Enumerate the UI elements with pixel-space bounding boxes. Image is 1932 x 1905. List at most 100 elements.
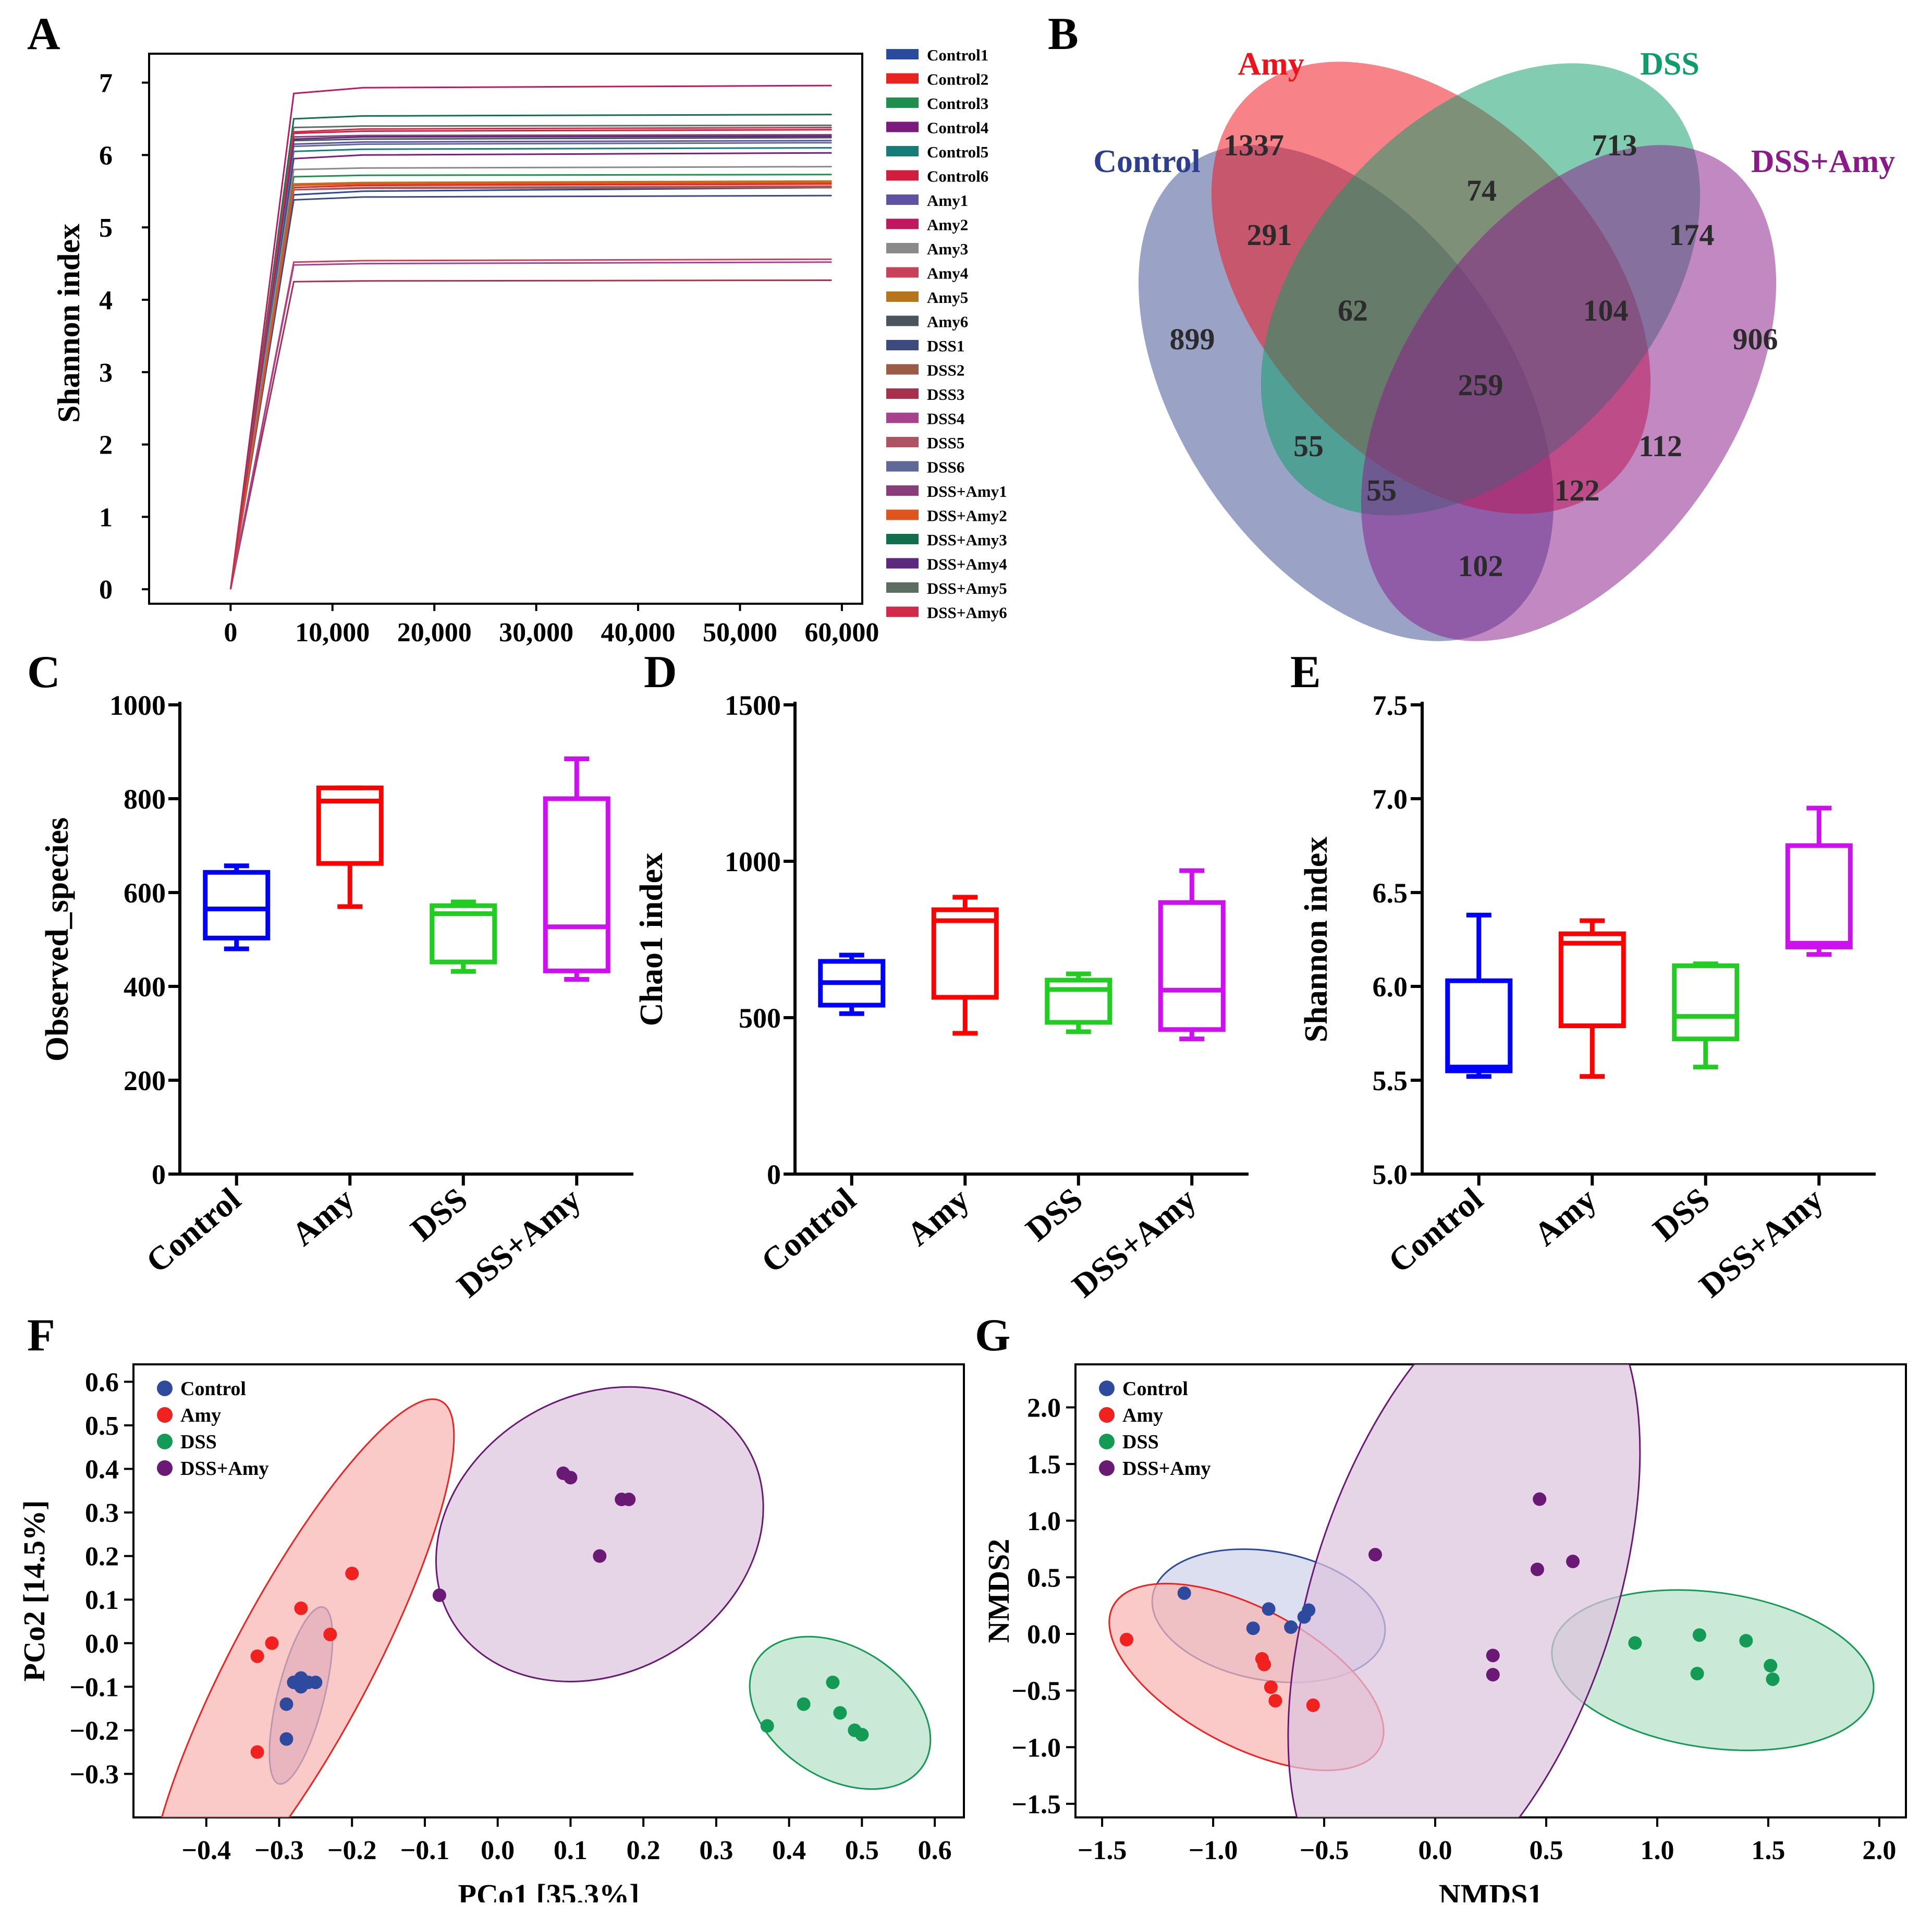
- panel-g-x-tick-label: −0.5: [1300, 1836, 1349, 1865]
- panel-f-x-tick-label: 0.3: [699, 1836, 733, 1865]
- panel-c-y-tick-label: 1000: [109, 690, 166, 721]
- panel-a-line-dss-plus-amy1: [229, 134, 832, 590]
- panel-c-box-dss-plus-amy: [543, 796, 610, 973]
- panel-d-y-tick-label: 0: [767, 1159, 781, 1190]
- panel-a-line-amy4: [229, 258, 832, 590]
- panel-label-d: D: [644, 647, 677, 698]
- panel-f-point-control: [279, 1732, 294, 1746]
- panel-f-x-tick-label: −0.2: [327, 1836, 377, 1865]
- panel-f-x-tick-label: 0.0: [481, 1836, 515, 1865]
- panel-f-x-tick-label: −0.3: [254, 1836, 304, 1865]
- panel-e-x-category-label: Control: [1381, 1180, 1490, 1280]
- panel-f-point-amy: [345, 1567, 359, 1581]
- panel-d-y-tick-label: 1000: [725, 846, 781, 877]
- panel-a-legend-swatch-dss-plus-amy1: [886, 485, 919, 496]
- panel-a-legend-label-dss-plus-amy1: DSS+Amy1: [927, 482, 1007, 500]
- panel-f-plot-area: [147, 1386, 932, 1817]
- panel-e-box-control: [1445, 978, 1513, 1073]
- panel-a-legend-label-dss5: DSS5: [927, 434, 964, 452]
- panel-b-region-value: 259: [1458, 368, 1503, 402]
- panel-a-y-tick-label: 7: [99, 69, 113, 99]
- panel-a-line-dss5: [229, 185, 832, 590]
- panel-f-legend-label-dss: DSS: [180, 1431, 217, 1453]
- panel-a-legend-swatch-control1: [886, 49, 919, 59]
- panel-a-line-control2: [229, 183, 832, 590]
- panel-a-line-dss4: [229, 261, 832, 590]
- panel-g-x-tick-label: 0.5: [1529, 1836, 1563, 1865]
- panel-a-legend-swatch-control4: [886, 121, 919, 132]
- panel-f-x-tick-label: −0.1: [400, 1836, 450, 1865]
- panel-g-point-dss-plus-amy: [1368, 1547, 1383, 1561]
- panel-f-point-dss: [855, 1728, 869, 1742]
- panel-f-y-tick-label: 0.6: [85, 1367, 119, 1397]
- panel-a-line-control4: [229, 152, 832, 590]
- panel-a-legend-label-dss2: DSS2: [927, 361, 964, 380]
- panel-a-x-tick-label: 10,000: [295, 618, 370, 648]
- panel-a-legend-label-amy1: Amy1: [927, 191, 968, 210]
- panel-a-legend-label-amy5: Amy5: [927, 288, 968, 307]
- panel-b-region-value: 899: [1170, 322, 1215, 356]
- panel-f-x-tick-label: 0.6: [918, 1836, 952, 1865]
- panel-f-point-amy: [250, 1745, 264, 1759]
- panel-g-point-dss: [1766, 1672, 1780, 1686]
- panel-g-y-tick-label: −1.5: [1011, 1790, 1061, 1819]
- panel-b-region-value: 55: [1293, 429, 1324, 463]
- panel-g-nmds-scatter: −1.5 −1.0 −0.5 0.0 0.5 1.0 1.5 2.0 −1.5 −1.0 −0.5 0…: [982, 1363, 1907, 1905]
- panel-b-region-value: 74: [1466, 174, 1497, 207]
- panel-c-y-tick-label: 800: [124, 784, 166, 815]
- panel-a-legend-swatch-dss2: [886, 364, 919, 375]
- panel-a-x-tick-label: 20,000: [397, 618, 472, 648]
- panel-a-legend-swatch-dss-plus-amy5: [886, 582, 919, 593]
- panel-a-legend-label-dss-plus-amy6: DSS+Amy6: [927, 604, 1007, 622]
- panel-g-y-tick-label: 1.5: [1027, 1450, 1061, 1480]
- panel-f-legend-marker-amy: [157, 1407, 173, 1423]
- panel-g-point-dss: [1764, 1658, 1778, 1672]
- panel-e-y-tick-label: 5.0: [1373, 1159, 1408, 1190]
- panel-e-x-category-label: DSS: [1646, 1180, 1717, 1248]
- panel-b-region-value: 1337: [1224, 128, 1284, 162]
- panel-a-line-amy3: [229, 166, 832, 590]
- panel-f-y-tick-label: 0.3: [85, 1498, 119, 1528]
- panel-f-x-tick-label: 0.5: [845, 1836, 879, 1865]
- panel-a-legend-swatch-amy3: [886, 243, 919, 253]
- panel-a-line-dss3: [229, 279, 832, 590]
- panel-g-plot-area: [1108, 1364, 1875, 1817]
- panel-a-legend-swatch-dss-plus-amy6: [886, 606, 919, 617]
- panel-f-y-tick-label: 0.1: [85, 1585, 119, 1615]
- panel-a-legend-label-amy4: Amy4: [927, 264, 968, 283]
- panel-e-x-category-label: Amy: [1527, 1180, 1603, 1253]
- panel-g-x-axis-label: NMDS1: [1439, 1878, 1543, 1902]
- panel-a-legend-swatch-control3: [886, 97, 919, 108]
- panel-g-x-tick-label: −1.5: [1078, 1836, 1127, 1865]
- panel-g-legend-marker-dss-plus-amy: [1099, 1460, 1115, 1476]
- panel-f-pcoa-scatter: −0.4 −0.3 −0.2 −0.1 0.0 0.1 0.2 0.3 0.4 0.5 0.6 −0.…: [17, 1363, 965, 1905]
- panel-g-y-tick-label: 2.0: [1027, 1394, 1061, 1423]
- panel-a-legend-swatch-amy1: [886, 194, 919, 205]
- panel-a-line-dss-plus-amy2: [229, 181, 832, 590]
- panel-f-x-axis-label: PCo1 [35.3%]: [458, 1878, 640, 1902]
- panel-a-legend-swatch-dss-plus-amy2: [886, 509, 919, 520]
- panel-b-region-value: 104: [1583, 294, 1629, 327]
- panel-f-y-tick-label: 0.5: [85, 1411, 119, 1441]
- panel-b-set-label-amy: Amy: [1238, 46, 1304, 82]
- panel-f-point-dss-plus-amy: [622, 1493, 636, 1507]
- panel-a-legend-label-control1: Control1: [927, 46, 988, 64]
- panel-a-y-tick-label: 1: [99, 503, 113, 532]
- panel-a-legend-swatch-dss4: [886, 412, 919, 423]
- panel-d-box-amy: [931, 907, 999, 1000]
- panel-label-e: E: [1290, 647, 1321, 698]
- panel-a-legend-label-dss3: DSS3: [927, 385, 964, 404]
- panel-f-point-dss-plus-amy: [432, 1588, 446, 1602]
- panel-a-legend-label-dss-plus-amy5: DSS+Amy5: [927, 579, 1007, 597]
- panel-e-y-axis-label: Shannon index: [1299, 837, 1334, 1043]
- panel-d-y-tick-label: 1500: [725, 690, 781, 721]
- panel-f-y-tick-label: 0.2: [85, 1542, 119, 1572]
- panel-a-legend-swatch-amy6: [886, 315, 919, 326]
- panel-a-legend-label-dss-plus-amy2: DSS+Amy2: [927, 507, 1007, 525]
- panel-a-x-tick-label: 30,000: [499, 618, 573, 648]
- panel-a-line-dss-plus-amy5: [229, 124, 832, 590]
- panel-b-region-value: 906: [1733, 322, 1778, 356]
- panel-f-legend-marker-control: [157, 1381, 173, 1396]
- panel-e-y-tick-label: 7.0: [1373, 784, 1408, 815]
- panel-b-region-value: 713: [1592, 128, 1637, 162]
